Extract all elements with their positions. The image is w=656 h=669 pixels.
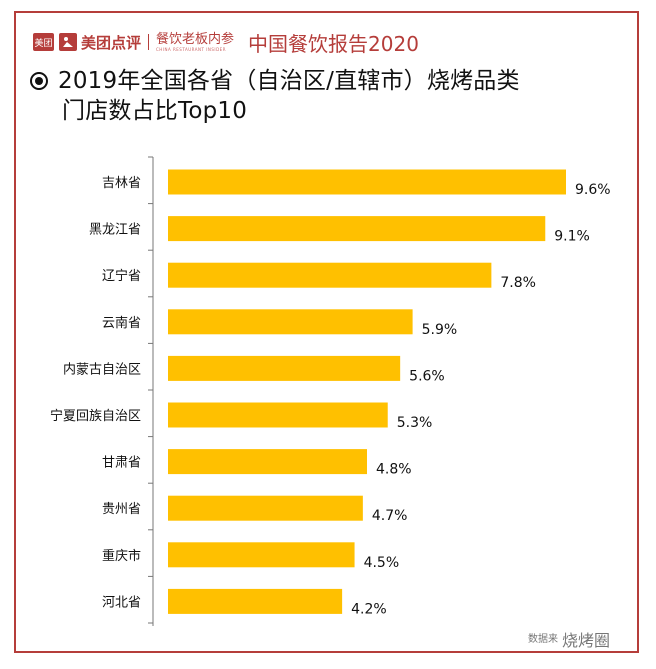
bar [168,216,546,242]
watermark: 烧烤圈 [562,631,611,650]
category-label: 甘肃省 [102,456,141,471]
value-label: 5.6% [409,368,445,384]
category-label: 重庆市 [102,548,141,564]
report-title: 中国餐饮报告2020 [248,31,419,56]
category-label: 河北省 [102,595,141,610]
bar [168,449,367,475]
category-label: 云南省 [102,315,141,331]
category-label: 宁夏回族自治区 [50,408,141,424]
brand-divider [148,34,150,50]
value-label: 4.8% [376,462,412,478]
value-label: 7.8% [500,275,536,291]
bar [168,169,566,195]
chart-title-line-2: 门店数占比Top10 [62,98,248,124]
bar [168,262,492,288]
logo-badge-text: 美团 [34,38,53,49]
category-label: 吉林省 [102,176,141,191]
value-label: 9.1% [554,229,590,245]
bar [168,309,413,335]
value-label: 4.2% [351,601,387,617]
brand-name: 美团点评 [81,33,142,52]
bar [168,495,363,521]
sub-brand-small: CHINA RESTAURANT INSIDER [156,46,226,52]
category-label: 黑龙江省 [89,223,141,238]
value-label: 9.6% [575,182,611,198]
bar [168,402,388,428]
category-label: 辽宁省 [102,268,141,284]
brand-header: 美团 美团点评 餐饮老板内参 CHINA RESTAURANT INSIDER … [33,30,419,56]
meituan-logo: 美团 [33,33,54,51]
category-label: 贵州省 [102,502,141,517]
chart-title-text-1: 2019年全国各省（自治区/直辖市）烧烤品类 [58,68,520,94]
dianping-logo-icon [59,33,77,51]
value-label: 5.3% [397,415,433,431]
sub-brand-name: 餐饮老板内参 [156,31,235,47]
bar [168,542,355,568]
chart-title-line-1: 2019年全国各省（自治区/直辖市）烧烤品类 [30,66,520,96]
category-label: 内蒙古自治区 [63,361,141,377]
bar [168,588,343,614]
sub-brand: 餐饮老板内参 CHINA RESTAURANT INSIDER [156,33,234,52]
bullet-icon [30,72,48,90]
value-label: 4.5% [364,555,400,571]
chart-frame [14,11,639,653]
chart-title: 2019年全国各省（自治区/直辖市）烧烤品类 门店数占比Top10 [30,66,520,126]
value-label: 4.7% [372,508,408,524]
bar [168,355,401,381]
source-note: 数据来 [528,634,558,645]
value-label: 5.9% [422,322,458,338]
